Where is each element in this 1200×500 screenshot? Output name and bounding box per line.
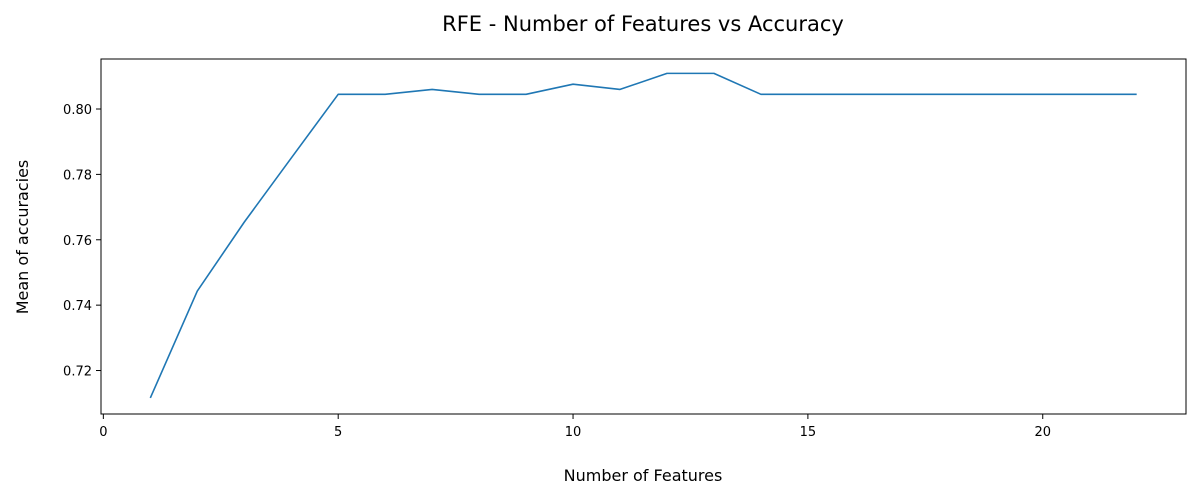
x-axis-ticks: 0 5 10 15 20 [99, 414, 1051, 440]
plot-frame [100, 58, 1187, 415]
y-tick-label: 0.72 [63, 365, 92, 380]
y-tick-label: 0.76 [63, 234, 92, 249]
x-tick-label: 0 [99, 425, 107, 440]
x-tick-label: 5 [334, 425, 342, 440]
x-axis-label: Number of Features [564, 466, 723, 485]
plot-area [100, 58, 1187, 415]
y-axis-ticks: 0.72 0.74 0.76 0.78 0.80 [63, 103, 101, 380]
y-tick-label: 0.74 [63, 299, 92, 314]
y-axis-label: Mean of accuracies [13, 160, 32, 315]
series-layer [149, 72, 1137, 399]
series-line [149, 72, 1137, 399]
y-tick-label: 0.80 [63, 103, 92, 118]
y-tick-label: 0.78 [63, 168, 92, 183]
x-tick-label: 10 [565, 425, 582, 440]
chart-title: RFE - Number of Features vs Accuracy [442, 12, 844, 36]
x-tick-label: 20 [1034, 425, 1051, 440]
x-tick-label: 15 [800, 425, 817, 440]
